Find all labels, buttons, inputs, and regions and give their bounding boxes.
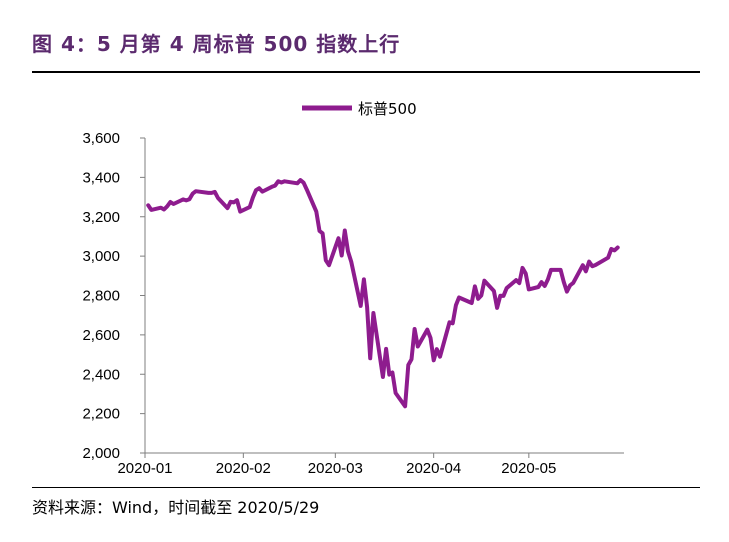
y-tick-label: 2,400 (82, 366, 120, 383)
y-tick-label: 3,200 (82, 209, 120, 226)
figure-title: 图 4：5 月第 4 周标普 500 指数上行 (32, 32, 401, 56)
title-divider (32, 71, 700, 73)
y-tick-label: 2,000 (82, 445, 120, 462)
axes (140, 137, 624, 458)
y-tick-label: 2,600 (82, 327, 120, 344)
y-tick-label: 2,800 (82, 288, 120, 305)
series-line-sp500 (146, 178, 620, 409)
legend-label: 标普500 (358, 100, 417, 118)
x-tick-label: 2020-05 (501, 460, 556, 477)
legend: 标普500 (302, 100, 417, 118)
y-tick-label: 3,600 (82, 130, 120, 147)
x-tick-labels: 2020-01 2020-02 2020-03 2020-04 2020-05 (117, 460, 556, 477)
source-note: 资料来源：Wind，时间截至 2020/5/29 (32, 498, 320, 517)
y-tick-label: 3,400 (82, 169, 120, 186)
source-divider (32, 487, 700, 488)
x-tick-label: 2020-03 (308, 460, 363, 477)
y-tick-label: 3,000 (82, 248, 120, 265)
x-tick-label: 2020-04 (406, 460, 461, 477)
y-tick-label: 2,200 (82, 406, 120, 423)
x-tick-label: 2020-01 (117, 460, 172, 477)
x-tick-label: 2020-02 (216, 460, 271, 477)
y-tick-labels: 2,000 2,200 2,400 2,600 2,800 3,000 3,200 3,400… (82, 130, 120, 462)
